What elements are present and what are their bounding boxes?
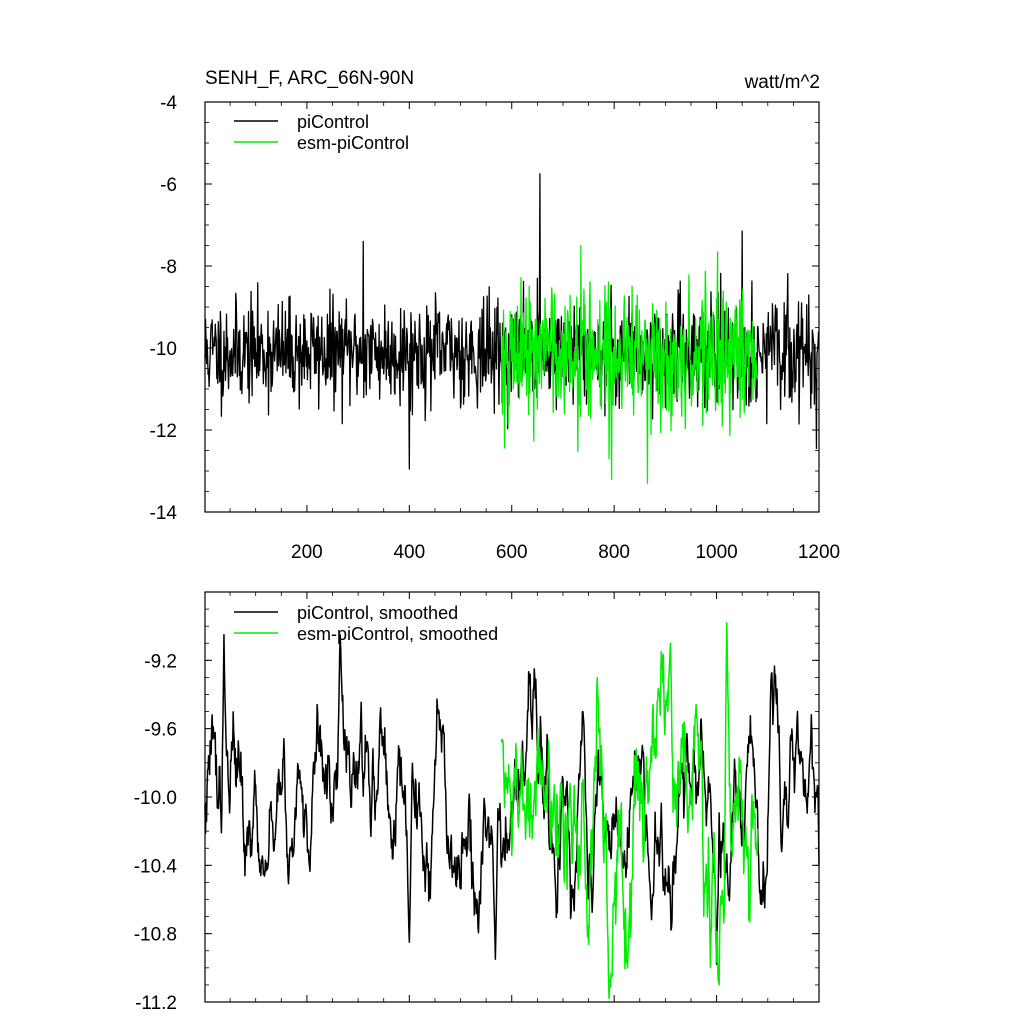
y-tick-label: -11.2 <box>135 993 177 1014</box>
chart-title: SENH_F, ARC_66N-90N <box>205 68 414 89</box>
x-tick-label: 400 <box>393 542 425 563</box>
top-panel: SENH_F, ARC_66N-90N watt/m^2 -4 -6 -8 -10 -1… <box>150 68 841 563</box>
bottom-panel: -9.2 -9.6 -10.0 -10.4 -10.8 -11.2 piControl, … <box>134 591 820 1014</box>
x-tick-label: 200 <box>291 542 323 563</box>
legend-label-esm-picontrol-smoothed: esm-piControl, smoothed <box>297 624 498 644</box>
y-tick-label: -10.0 <box>134 788 177 809</box>
x-tick-label: 1000 <box>695 542 737 563</box>
y-tick-label: -10.4 <box>134 856 178 877</box>
y-tick-label: -9.2 <box>144 651 177 672</box>
top-plot-area <box>204 173 820 484</box>
x-tick-label: 600 <box>496 542 528 563</box>
x-tick-label: 800 <box>598 542 630 563</box>
legend-label-picontrol-smoothed: piControl, smoothed <box>297 603 458 623</box>
y-tick-label: -14 <box>150 503 178 524</box>
y-tick-label: -10.8 <box>134 925 177 946</box>
legend-label-esm-picontrol: esm-piControl <box>297 133 409 153</box>
series-line-esm-picontrol-smoothed <box>500 622 759 1000</box>
bottom-axis-ticks: -9.2 -9.6 -10.0 -10.4 -10.8 -11.2 <box>134 591 820 1014</box>
x-tick-label: 1200 <box>798 542 840 563</box>
series-line-esm-picontrol <box>500 244 759 484</box>
top-legend: piControl esm-piControl <box>234 112 409 153</box>
y-tick-label: -4 <box>160 93 177 114</box>
y-tick-label: -8 <box>160 257 177 278</box>
bottom-plot-area <box>204 622 820 1000</box>
y-tick-label: -6 <box>160 175 177 196</box>
bottom-legend: piControl, smoothed esm-piControl, smoot… <box>234 603 498 644</box>
legend-label-picontrol: piControl <box>297 112 369 132</box>
series-line-picontrol-smoothed <box>204 633 820 966</box>
y-tick-label: -9.6 <box>144 720 177 741</box>
y-tick-label: -10 <box>150 339 177 360</box>
units-label: watt/m^2 <box>744 72 820 93</box>
y-tick-label: -12 <box>150 421 177 442</box>
top-axis-ticks: -4 -6 -8 -10 -12 -14 200 400 600 800 1000 1200 <box>150 93 841 563</box>
